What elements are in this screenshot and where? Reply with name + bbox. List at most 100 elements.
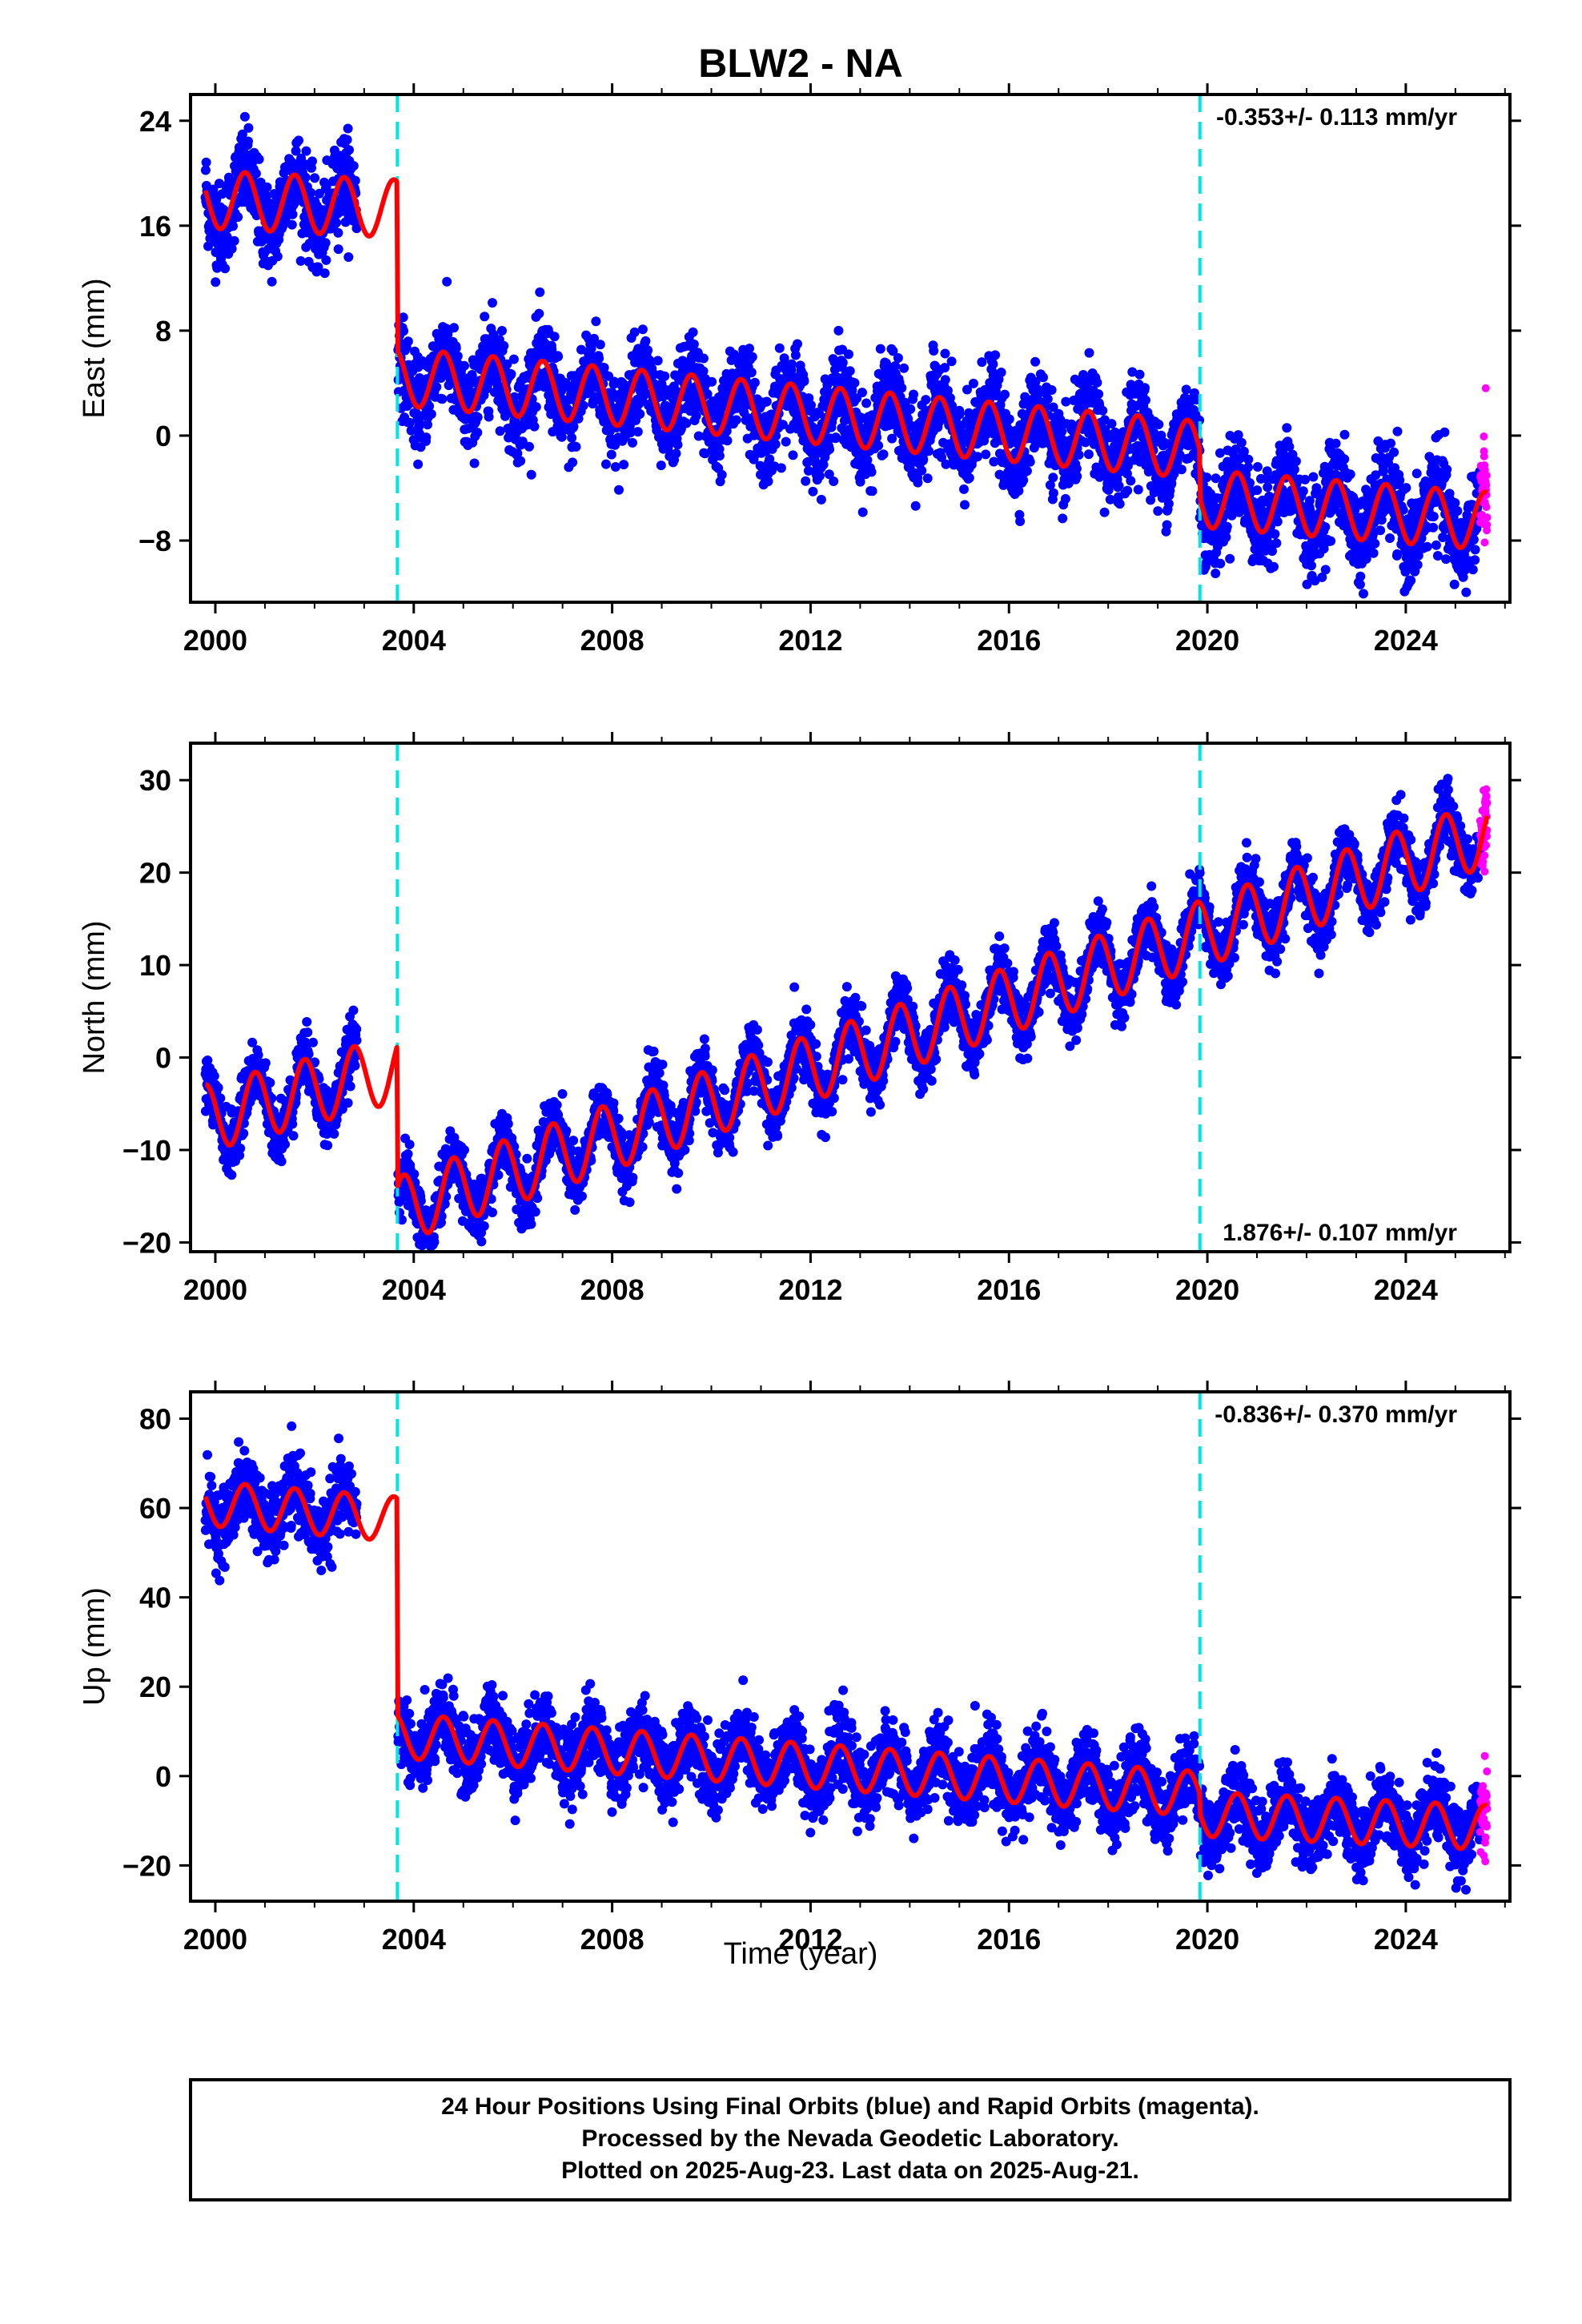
final-orbit-point [878,449,889,460]
final-orbit-point [415,419,425,429]
final-orbit-point [288,1131,299,1141]
final-orbit-point [829,476,839,486]
final-orbit-point [866,467,877,477]
final-orbit-point [399,326,409,336]
final-orbit-point [343,252,354,262]
final-orbit-point [1392,426,1403,436]
x-tick-label: 2024 [1374,624,1438,657]
plot-area [200,94,1492,602]
final-orbit-point [1431,540,1441,550]
final-orbit-point [875,344,885,354]
final-orbit-point [610,462,620,472]
x-tick-label: 2012 [778,624,842,657]
final-orbit-point [321,255,331,265]
final-orbit-point [1331,438,1341,448]
final-orbit-point [714,451,725,461]
final-orbit-point [578,400,588,411]
final-orbit-point [1308,472,1319,482]
final-orbit-point [351,223,362,234]
final-orbit-point [1042,394,1053,404]
final-orbit-point [698,353,709,364]
final-orbit-point [512,448,523,459]
final-orbit-point [1122,485,1133,496]
final-orbit-point [1084,348,1094,358]
final-orbit-point [1099,507,1110,517]
final-orbit-point [1126,476,1136,486]
final-orbit-point [280,1140,290,1149]
final-orbit-point [516,456,526,466]
final-orbit-point [1370,538,1380,549]
final-orbit-point [398,312,408,323]
final-orbit-point [421,432,432,443]
final-orbit-point [472,428,483,438]
y-tick-label: 24 [139,105,171,138]
final-orbit-point [228,221,238,231]
final-orbit-point [1133,485,1143,495]
x-tick-label: 2016 [977,624,1041,657]
final-orbit-point [531,402,541,412]
final-orbit-point [1401,483,1411,493]
final-orbit-point [502,359,512,369]
final-orbit-point [294,135,303,146]
final-orbit-point [319,268,330,279]
final-orbit-point [1106,419,1117,429]
final-orbit-point [1154,420,1164,429]
plot-area [200,743,1492,1252]
final-orbit-point [272,251,283,262]
final-orbit-point [761,396,772,407]
final-orbit-point [660,371,670,381]
final-orbit-point [656,460,666,471]
final-orbit-point [968,378,978,388]
final-orbit-point [1289,464,1299,475]
y-tick-label: 16 [139,210,171,243]
final-orbit-point [808,486,818,497]
final-orbit-point [1046,385,1057,395]
final-orbit-point [691,411,701,421]
final-orbit-point [688,327,698,337]
final-orbit-point [614,485,624,495]
final-orbit-point [1072,471,1082,481]
final-orbit-point [816,494,826,505]
final-orbit-point [774,343,785,353]
final-orbit-point [413,459,424,469]
rapid-orbit-point [1480,538,1489,547]
final-orbit-point [534,308,544,319]
final-orbit-point [745,344,754,354]
final-orbit-point [1422,541,1432,552]
final-orbit-point [1181,384,1191,395]
final-orbit-point [1098,405,1108,416]
final-orbit-point [924,446,934,456]
final-orbit-point [509,392,520,402]
final-orbit-point [1271,538,1282,549]
final-orbit-point [747,352,757,362]
final-orbit-point [535,287,545,297]
final-orbit-point [1272,517,1283,527]
final-orbit-point [517,436,528,447]
final-orbit-point [763,476,773,487]
final-orbit-point [981,449,991,460]
final-orbit-point [1236,437,1247,448]
final-orbit-point [307,156,317,167]
final-orbit-point [681,418,692,428]
y-axis-title: East (mm) [78,278,111,418]
final-orbit-point [1252,485,1263,496]
final-orbit-point [652,356,663,366]
final-orbit-point [1058,513,1068,524]
final-orbit-point [1092,377,1102,388]
final-orbit-point [497,326,507,336]
final-orbit-point [404,417,415,428]
final-orbit-point [844,349,853,360]
final-orbit-point [913,477,923,488]
final-orbit-point [793,339,802,349]
final-orbit-point [1048,472,1058,483]
final-orbit-point [591,316,601,327]
final-orbit-point [403,336,413,347]
final-orbit-point [344,145,354,155]
final-orbit-point [1025,456,1035,467]
final-orbit-point [1153,506,1163,517]
final-orbit-point [722,436,733,446]
final-orbit-points [200,111,1485,599]
final-orbit-point [1395,475,1405,485]
final-orbit-point [790,350,801,360]
